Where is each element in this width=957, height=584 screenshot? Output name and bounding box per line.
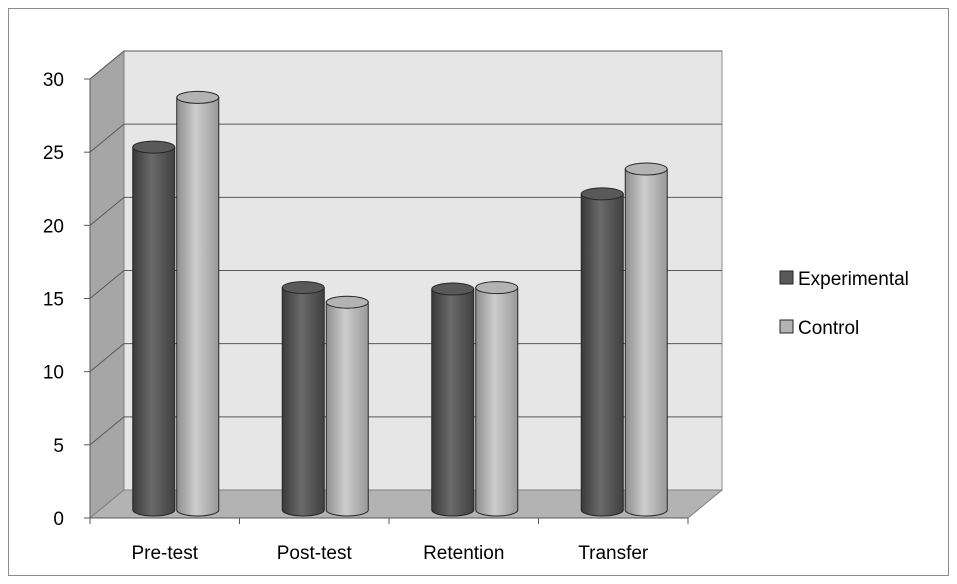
y-tick-label: 5: [53, 436, 64, 457]
y-tick-label: 20: [43, 216, 64, 237]
gridline: [89, 123, 722, 153]
y-tick-label: 10: [43, 363, 64, 384]
bar-top: [431, 282, 475, 296]
bars: [132, 90, 668, 517]
gridline: [89, 196, 722, 226]
y-tick-label: 30: [43, 70, 64, 91]
bar-top: [475, 281, 519, 295]
x-tick-label: Retention: [423, 543, 504, 564]
bar-top: [325, 295, 369, 309]
legend-label: Control: [798, 318, 859, 339]
gridlines: [89, 50, 722, 446]
bar-top: [132, 140, 176, 154]
bar-experimental: [580, 187, 624, 517]
bar-top: [580, 187, 624, 201]
legend-swatch-experimental: [779, 270, 794, 285]
bar-experimental: [431, 282, 475, 517]
y-tick-label: 0: [53, 509, 64, 530]
legend-swatch-control: [779, 319, 794, 334]
bar-experimental: [132, 140, 176, 517]
x-tick-label: Post-test: [277, 543, 353, 564]
legend-label: Experimental: [798, 269, 909, 290]
bar-body: [325, 301, 369, 517]
bar-body: [475, 287, 519, 517]
bar-control: [624, 162, 668, 517]
bar-top: [281, 281, 325, 295]
bar-body: [431, 288, 475, 517]
bar-top: [176, 90, 220, 104]
x-tick-label: Pre-test: [131, 543, 198, 564]
gridline: [89, 270, 722, 299]
bar-body: [132, 146, 176, 517]
gridline: [89, 416, 722, 446]
bar-body: [624, 168, 668, 517]
gridline: [89, 50, 722, 80]
bar-control: [475, 281, 519, 517]
bar-body: [281, 287, 325, 517]
axes: 0 5 10 15 20 25 30 Pre-test Post-test Retention Tr…: [43, 70, 689, 564]
bar-control: [176, 90, 220, 517]
x-tick-label: Transfer: [578, 543, 649, 564]
bar-body: [580, 193, 624, 517]
legend: Experimental Control: [779, 269, 909, 339]
gridline: [89, 343, 722, 373]
bar-control: [325, 295, 369, 517]
bar-experimental: [281, 281, 325, 517]
y-tick-label: 15: [43, 290, 64, 311]
bar-top: [624, 162, 668, 176]
y-tick-label: 25: [43, 143, 64, 164]
bar-body: [176, 96, 220, 517]
